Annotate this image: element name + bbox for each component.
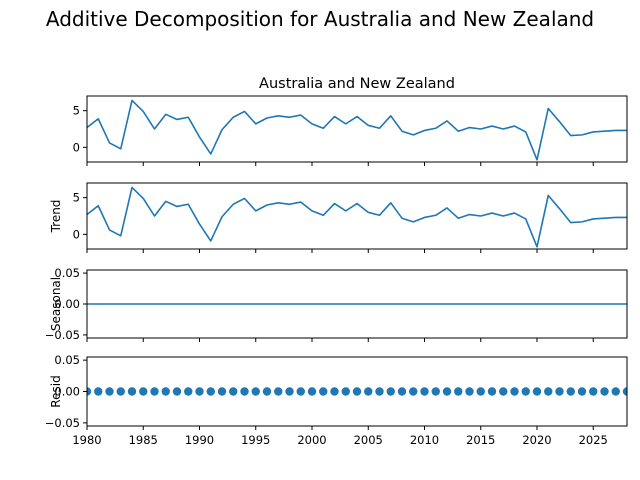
- trend-y-tick-label: 0: [73, 227, 80, 241]
- x-tick-label: 1980: [72, 433, 101, 447]
- resid-point: [352, 387, 362, 396]
- resid-point: [251, 387, 260, 396]
- resid-y-tick-label: 0.05: [54, 353, 80, 367]
- resid-point: [229, 387, 238, 396]
- resid-point: [172, 387, 182, 396]
- seasonal-y-tick-label: −0.05: [45, 328, 80, 342]
- x-tick-label: 2025: [579, 433, 608, 447]
- x-tick-label: 2000: [297, 433, 326, 447]
- resid-point: [195, 387, 204, 396]
- resid-point: [296, 387, 305, 396]
- resid-point: [532, 387, 542, 396]
- resid-point: [150, 387, 159, 396]
- figure-suptitle: Additive Decomposition for Australia and…: [46, 7, 594, 31]
- resid-point: [375, 387, 384, 396]
- resid-point: [611, 387, 620, 396]
- observed-y-tick-label: 0: [73, 140, 80, 154]
- resid-point: [577, 387, 587, 396]
- x-tick-label: 2010: [410, 433, 439, 447]
- resid-point: [274, 387, 283, 396]
- resid-point: [386, 387, 395, 396]
- observed-y-tick-label: 5: [73, 104, 80, 118]
- x-tick-label: 1990: [185, 433, 214, 447]
- x-tick-label: 1995: [241, 433, 270, 447]
- resid-point: [127, 387, 137, 396]
- resid-point: [431, 387, 440, 396]
- panel-resid: −0.05 0.00 0.05 1980 1985 1990 1995 2000 2005 201…: [45, 353, 628, 447]
- x-tick-label: 2005: [354, 433, 383, 447]
- resid-y-tick-label: −0.05: [45, 416, 80, 430]
- resid-point: [454, 387, 463, 396]
- seasonal-y-tick-label: 0.00: [54, 297, 80, 311]
- panel-trend: 0 5 Trend: [49, 182, 628, 253]
- seasonal-y-tick-label: 0.05: [54, 266, 80, 280]
- trend-series-line: [87, 186, 627, 248]
- trend-axes-frame: [86, 182, 628, 250]
- resid-point: [420, 387, 429, 396]
- resid-point: [161, 387, 170, 396]
- resid-point: [262, 387, 272, 396]
- resid-point: [397, 387, 407, 396]
- trend-y-tick-label: 5: [73, 191, 80, 205]
- resid-point: [87, 387, 92, 396]
- resid-point: [341, 387, 350, 396]
- resid-point: [319, 387, 328, 396]
- resid-point: [330, 387, 339, 396]
- resid-point: [217, 387, 227, 396]
- resid-point: [510, 387, 519, 396]
- resid-point: [184, 387, 193, 396]
- resid-point: [521, 387, 530, 396]
- resid-point: [499, 387, 508, 396]
- seasonal-y-axis-label: Seasonal: [49, 277, 63, 331]
- resid-point: [555, 387, 564, 396]
- observed-series-line: [87, 99, 627, 161]
- resid-point: [94, 387, 103, 396]
- resid-point: [240, 387, 249, 396]
- resid-point: [105, 387, 114, 396]
- resid-point: [139, 387, 148, 396]
- resid-point: [307, 387, 317, 396]
- x-tick-label: 2015: [466, 433, 495, 447]
- resid-y-tick-label: 0.00: [54, 385, 80, 399]
- resid-point: [589, 387, 598, 396]
- observed-axes-frame: [86, 95, 628, 163]
- resid-point: [116, 387, 125, 396]
- resid-point: [409, 387, 418, 396]
- resid-point: [364, 387, 373, 396]
- trend-y-axis-label: Trend: [49, 200, 63, 234]
- resid-point: [476, 387, 485, 396]
- resid-points: [87, 387, 627, 396]
- resid-point: [206, 387, 215, 396]
- resid-point: [622, 387, 627, 396]
- resid-point: [442, 387, 452, 396]
- resid-point: [487, 387, 497, 396]
- resid-point: [566, 387, 575, 396]
- resid-point: [600, 387, 609, 396]
- resid-point: [544, 387, 553, 396]
- x-tick-label: 1985: [129, 433, 158, 447]
- x-tick-label: 2020: [522, 433, 551, 447]
- resid-point: [465, 387, 474, 396]
- panel-observed: 0 5 Australia and New Zealand: [73, 76, 628, 166]
- resid-point: [285, 387, 294, 396]
- observed-panel-title: Australia and New Zealand: [259, 76, 455, 92]
- resid-y-axis-label: Resid: [49, 375, 63, 407]
